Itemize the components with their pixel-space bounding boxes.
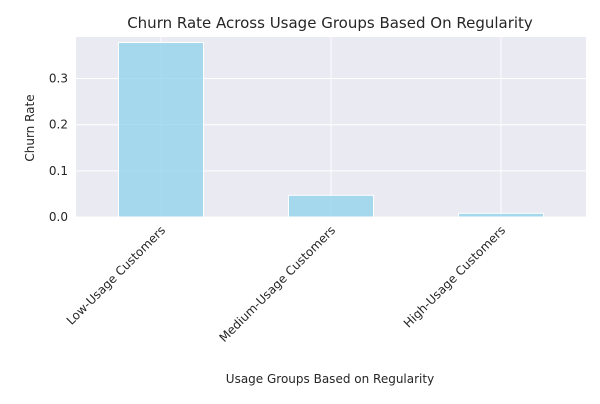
x-tick-labels: Low-Usage Customers Medium-Usage Customer… bbox=[64, 223, 508, 345]
x-axis-label: Usage Groups Based on Regularity bbox=[226, 372, 434, 386]
chart-title: Churn Rate Across Usage Groups Based On … bbox=[127, 14, 533, 32]
y-tick-label: 0.2 bbox=[49, 118, 68, 132]
x-tick-label: Medium-Usage Customers bbox=[216, 223, 338, 345]
y-tick-labels: 0.0 0.1 0.2 0.3 bbox=[49, 72, 68, 224]
y-tick-label: 0.1 bbox=[49, 164, 68, 178]
bar-low-usage-customers bbox=[118, 42, 204, 218]
x-tick-label: Low-Usage Customers bbox=[64, 223, 168, 327]
y-tick-label: 0.0 bbox=[49, 210, 68, 224]
x-tick-label: High-Usage Customers bbox=[401, 223, 508, 330]
bar-high-usage-customers bbox=[458, 212, 544, 218]
y-tick-label: 0.3 bbox=[49, 72, 68, 86]
bar-medium-usage-customers bbox=[288, 194, 374, 218]
y-axis-label: Churn Rate bbox=[23, 94, 37, 161]
bars bbox=[118, 42, 544, 218]
